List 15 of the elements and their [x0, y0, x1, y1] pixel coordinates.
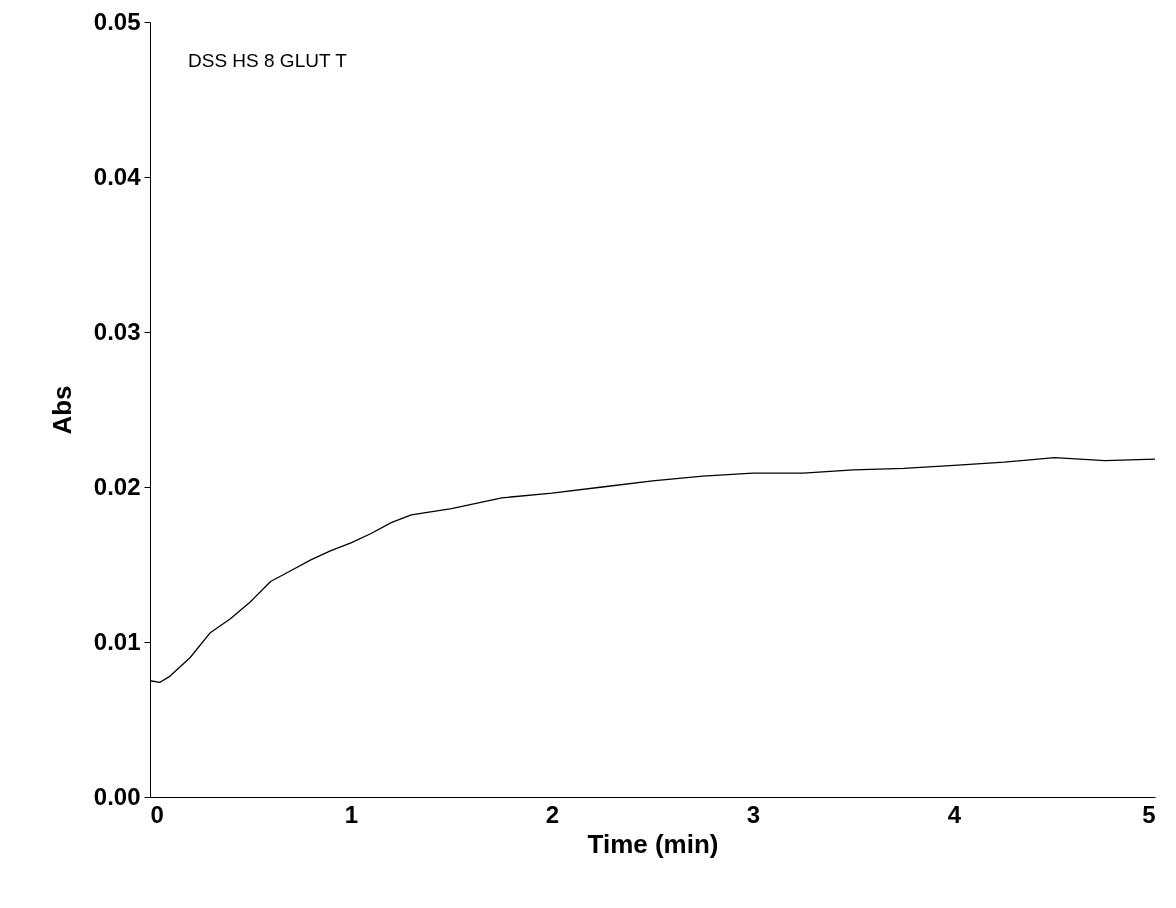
- annotation: DSS HS 8 GLUT T: [188, 50, 348, 71]
- y-tick-label: 0.05: [93, 7, 141, 35]
- y-axis-title: Abs: [46, 385, 77, 435]
- y-tick-label: 0.02: [93, 472, 141, 500]
- y-tick-label: 0.04: [93, 162, 142, 190]
- y-tick-label: 0.01: [93, 627, 141, 655]
- x-tick-label: 5: [1142, 800, 1156, 828]
- x-tick-label: 2: [545, 800, 560, 828]
- x-tick-label: 0: [150, 800, 164, 828]
- y-tick-label: 0.03: [93, 317, 141, 345]
- x-tick-label: 3: [746, 800, 761, 828]
- x-tick-label: 1: [344, 800, 359, 828]
- x-tick-label: 4: [947, 800, 962, 828]
- x-axis-title: Time (min): [587, 828, 719, 859]
- y-tick-label: 0.00: [93, 782, 141, 810]
